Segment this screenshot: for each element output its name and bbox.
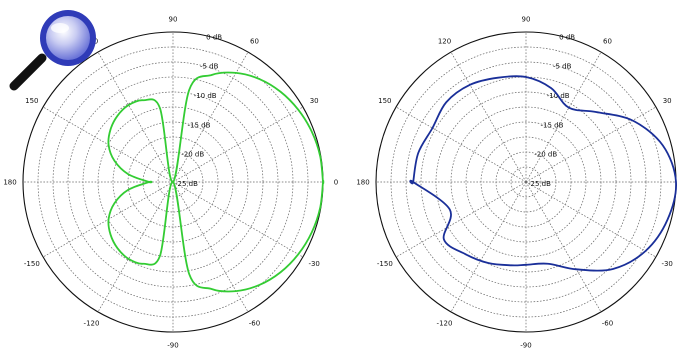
radial-tick-label: -20 dB: [534, 151, 557, 159]
radial-tick-label: 0 dB: [559, 33, 575, 41]
angle-tick-label: -60: [249, 320, 260, 328]
angle-tick-label: -90: [167, 342, 178, 350]
angle-tick-label: 0: [334, 179, 338, 187]
angle-tick-label: -150: [377, 260, 393, 268]
radial-tick-label: -10 dB: [194, 92, 217, 100]
radial-tick-label: -5 dB: [553, 63, 572, 71]
angle-tick-label: -120: [437, 320, 453, 328]
angle-tick-label: -30: [308, 260, 319, 268]
angle-tick-label: 120: [438, 37, 451, 45]
angle-tick-label: -90: [520, 342, 531, 350]
series-line: [107, 71, 325, 293]
angle-tick-label: -120: [84, 320, 100, 328]
grid-ring: [465, 121, 587, 243]
angle-tick-label: 90: [522, 16, 531, 24]
magnifier-icon[interactable]: [8, 6, 108, 96]
radial-tick-label: 0 dB: [206, 33, 222, 41]
angle-tick-label: 180: [356, 179, 369, 187]
angle-tick-label: 60: [250, 37, 259, 45]
grid-spoke: [172, 181, 304, 258]
grid-ring: [112, 121, 234, 243]
grid-spoke: [172, 51, 249, 183]
grid-spoke: [525, 181, 657, 258]
grid-spoke: [172, 181, 249, 313]
angle-tick-label: 180: [3, 179, 16, 187]
angle-tick-label: -30: [661, 260, 672, 268]
grid-spoke: [395, 181, 527, 258]
grid-spoke: [97, 181, 174, 313]
grid-spoke: [395, 106, 527, 183]
angle-tick-label: 150: [378, 97, 391, 105]
angle-tick-label: -150: [24, 260, 40, 268]
grid-spoke: [525, 51, 602, 183]
grid-spoke: [525, 106, 657, 183]
grid-spoke: [525, 181, 602, 313]
angle-tick-label: 150: [25, 97, 38, 105]
polar-plot-right: 0306090120150180-150-120-90-60-300 dB-5 …: [356, 16, 677, 350]
grid-ring-minor: [510, 166, 542, 198]
angle-tick-label: 30: [663, 97, 672, 105]
polar-plot-left: 0306090120150180-150-120-90-60-300 dB-5 …: [3, 16, 338, 350]
angle-tick-label: 30: [310, 97, 319, 105]
radial-tick-label: -25 dB: [175, 180, 198, 188]
grid-spoke: [450, 51, 527, 183]
series-line: [409, 75, 677, 272]
grid-spoke: [172, 106, 304, 183]
grid-spoke: [97, 51, 174, 183]
radial-tick-label: -15 dB: [187, 121, 210, 129]
angle-tick-label: 90: [169, 16, 178, 24]
grid-ring-minor: [67, 76, 279, 288]
grid-spoke: [450, 181, 527, 313]
radial-tick-label: -15 dB: [540, 121, 563, 129]
grid-ring-minor: [157, 166, 189, 198]
angle-tick-label: 60: [603, 37, 612, 45]
radial-tick-label: -25 dB: [528, 180, 551, 188]
radial-tick-label: -5 dB: [200, 63, 219, 71]
radial-tick-label: -20 dB: [181, 151, 204, 159]
angle-tick-label: -60: [602, 320, 613, 328]
